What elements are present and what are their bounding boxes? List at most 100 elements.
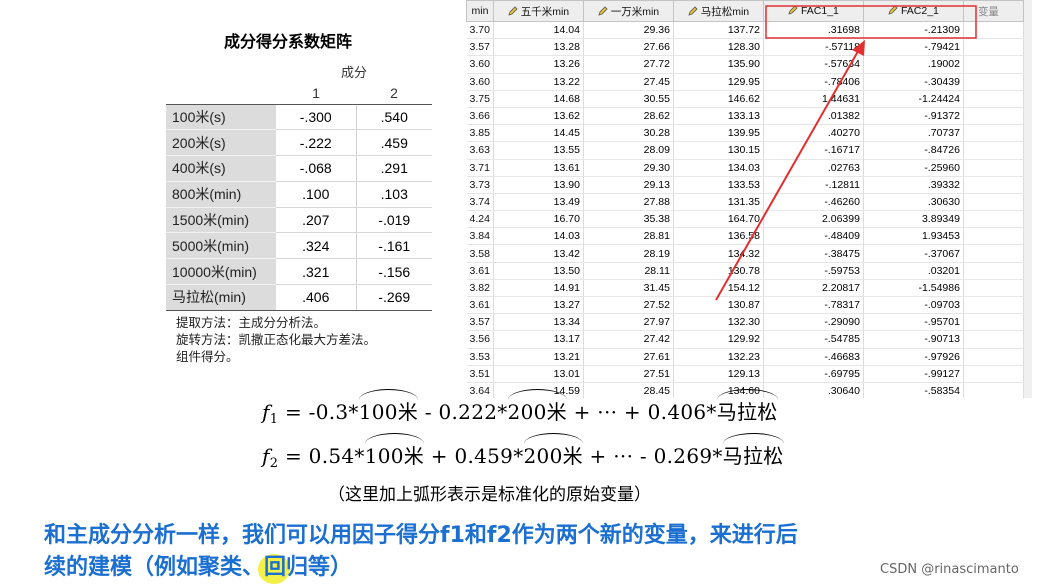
grid-cell-empty[interactable]	[963, 90, 1024, 108]
grid-cell[interactable]: 27.52	[583, 296, 674, 315]
grid-cell[interactable]: -1.24424	[863, 90, 964, 108]
grid-cell[interactable]: 135.90	[673, 55, 764, 74]
table-row[interactable]: 3.84 14.03 28.81 136.58 -.48409 1.93453	[466, 227, 1024, 246]
grid-cell[interactable]: 27.66	[583, 38, 674, 57]
grid-cell[interactable]: 29.36	[583, 21, 674, 40]
grid-cell[interactable]: 28.45	[583, 382, 674, 398]
grid-cell[interactable]: 13.17	[493, 330, 584, 349]
grid-cell[interactable]: -.29090	[763, 313, 864, 332]
grid-cell[interactable]: -.84726	[863, 141, 964, 160]
grid-cell[interactable]: 13.26	[493, 55, 584, 74]
grid-cell[interactable]: 3.58	[466, 244, 494, 263]
grid-cell[interactable]: -.09703	[863, 296, 964, 315]
grid-cell[interactable]: 132.23	[673, 348, 764, 366]
grid-cell[interactable]: -1.54986	[863, 279, 964, 298]
grid-cell[interactable]: 136.58	[673, 227, 764, 246]
grid-cell[interactable]: -.12811	[763, 176, 864, 194]
grid-cell[interactable]: 14.91	[493, 279, 584, 298]
grid-cell[interactable]: 28.81	[583, 227, 674, 246]
grid-cell-empty[interactable]	[963, 330, 1024, 349]
table-row[interactable]: 3.58 13.42 28.19 134.32 -.38475 -.37067	[466, 244, 1024, 263]
grid-cell-empty[interactable]	[963, 348, 1024, 366]
grid-cell[interactable]: 30.55	[583, 90, 674, 108]
grid-cell[interactable]: 28.09	[583, 141, 674, 160]
grid-cell[interactable]: 3.51	[466, 365, 494, 383]
grid-cell[interactable]: 13.61	[493, 159, 584, 177]
grid-cell[interactable]: 3.56	[466, 330, 494, 349]
column-header[interactable]: 五千米min	[492, 0, 584, 22]
grid-cell[interactable]: .39332	[863, 176, 964, 194]
grid-cell[interactable]: 132.30	[673, 313, 764, 332]
grid-cell-empty[interactable]	[963, 38, 1024, 57]
grid-cell[interactable]: 13.42	[493, 244, 584, 263]
table-row[interactable]: 3.70 14.04 29.36 137.72.31698 -.21309	[466, 21, 1024, 40]
grid-cell[interactable]: -.97926	[863, 348, 964, 366]
grid-cell[interactable]: -.46683	[763, 348, 864, 366]
grid-cell[interactable]: 134.03	[673, 159, 764, 177]
grid-cell-empty[interactable]	[963, 210, 1024, 229]
grid-cell-empty[interactable]	[963, 55, 1024, 74]
grid-cell[interactable]: 27.72	[583, 55, 674, 74]
grid-cell[interactable]: 133.53	[673, 176, 764, 194]
table-row[interactable]: 3.64 14.59 28.45 134.60.30640 -.58354	[466, 382, 1024, 398]
grid-cell[interactable]: 129.95	[673, 73, 764, 91]
grid-cell[interactable]: 14.68	[493, 90, 584, 108]
vertical-scrollbar[interactable]	[1024, 0, 1032, 398]
grid-cell[interactable]: -.30439	[863, 73, 964, 91]
grid-cell[interactable]: 13.01	[493, 365, 584, 383]
grid-cell[interactable]: 3.84	[466, 227, 494, 246]
grid-cell-empty[interactable]	[963, 159, 1024, 177]
table-row[interactable]: 3.85 14.45 30.28 139.95.40270.70737	[466, 124, 1024, 143]
table-row[interactable]: 3.56 13.17 27.42 129.92 -.54785 -.90713	[466, 330, 1024, 349]
grid-cell[interactable]: 13.34	[493, 313, 584, 332]
table-row[interactable]: 3.61 13.27 27.52 130.87 -.78317 -.09703	[466, 296, 1024, 315]
column-header[interactable]: min	[466, 0, 494, 22]
table-row[interactable]: 3.57 13.34 27.97 132.30 -.29090 -.95701	[466, 313, 1024, 332]
grid-cell[interactable]: .30640	[763, 382, 864, 398]
table-row[interactable]: 3.82 14.91 31.45 154.12 2.20817 -1.54986	[466, 279, 1024, 298]
grid-cell[interactable]: 3.60	[466, 55, 494, 74]
grid-cell[interactable]: 13.28	[493, 38, 584, 57]
grid-cell[interactable]: 130.15	[673, 141, 764, 160]
grid-cell[interactable]: -.46260	[763, 193, 864, 212]
grid-cell[interactable]: 3.74	[466, 193, 494, 212]
grid-cell[interactable]: 13.22	[493, 73, 584, 91]
grid-cell[interactable]: 3.64	[466, 382, 494, 398]
grid-cell[interactable]: 1.93453	[863, 227, 964, 246]
grid-cell[interactable]: 139.95	[673, 124, 764, 143]
grid-cell[interactable]: 4.24	[466, 210, 494, 229]
grid-cell[interactable]: .30630	[863, 193, 964, 212]
grid-cell-empty[interactable]	[963, 279, 1024, 298]
grid-cell[interactable]: 13.62	[493, 107, 584, 126]
grid-cell[interactable]: 16.70	[493, 210, 584, 229]
grid-cell-empty[interactable]	[963, 193, 1024, 212]
table-row[interactable]: 3.66 13.62 28.62 133.13.01382 -.91372	[466, 107, 1024, 126]
grid-cell[interactable]: -.91372	[863, 107, 964, 126]
grid-cell[interactable]: .01382	[763, 107, 864, 126]
grid-cell[interactable]: -.59753	[763, 262, 864, 280]
grid-cell-empty[interactable]	[963, 141, 1024, 160]
grid-cell[interactable]: 131.35	[673, 193, 764, 212]
data-view-grid[interactable]: min 五千米min 一万米min 马拉松min FAC1_1 FAC2_1 变量 3.70…	[466, 0, 1032, 398]
grid-cell[interactable]: 130.87	[673, 296, 764, 315]
grid-cell-empty[interactable]	[963, 244, 1024, 263]
grid-cell[interactable]: 31.45	[583, 279, 674, 298]
grid-cell[interactable]: 27.97	[583, 313, 674, 332]
grid-cell[interactable]: 27.61	[583, 348, 674, 366]
grid-cell[interactable]: 29.30	[583, 159, 674, 177]
grid-cell-empty[interactable]	[963, 365, 1024, 383]
table-row[interactable]: 3.57 13.28 27.66 128.30 -.57118 -.79421	[466, 38, 1024, 57]
grid-cell[interactable]: 133.13	[673, 107, 764, 126]
grid-cell[interactable]: 27.42	[583, 330, 674, 349]
column-header[interactable]: 一万米min	[582, 0, 674, 22]
grid-cell[interactable]: 13.50	[493, 262, 584, 280]
data-grid-table[interactable]: min 五千米min 一万米min 马拉松min FAC1_1 FAC2_1 变量 3.70…	[466, 0, 1024, 398]
grid-cell[interactable]: 14.45	[493, 124, 584, 143]
grid-cell-empty[interactable]	[963, 176, 1024, 194]
column-header[interactable]: 马拉松min	[672, 0, 764, 22]
grid-cell[interactable]: 129.13	[673, 365, 764, 383]
grid-cell-empty[interactable]	[963, 124, 1024, 143]
grid-cell[interactable]: 13.49	[493, 193, 584, 212]
grid-cell-empty[interactable]	[963, 227, 1024, 246]
grid-cell[interactable]: 128.30	[673, 38, 764, 57]
